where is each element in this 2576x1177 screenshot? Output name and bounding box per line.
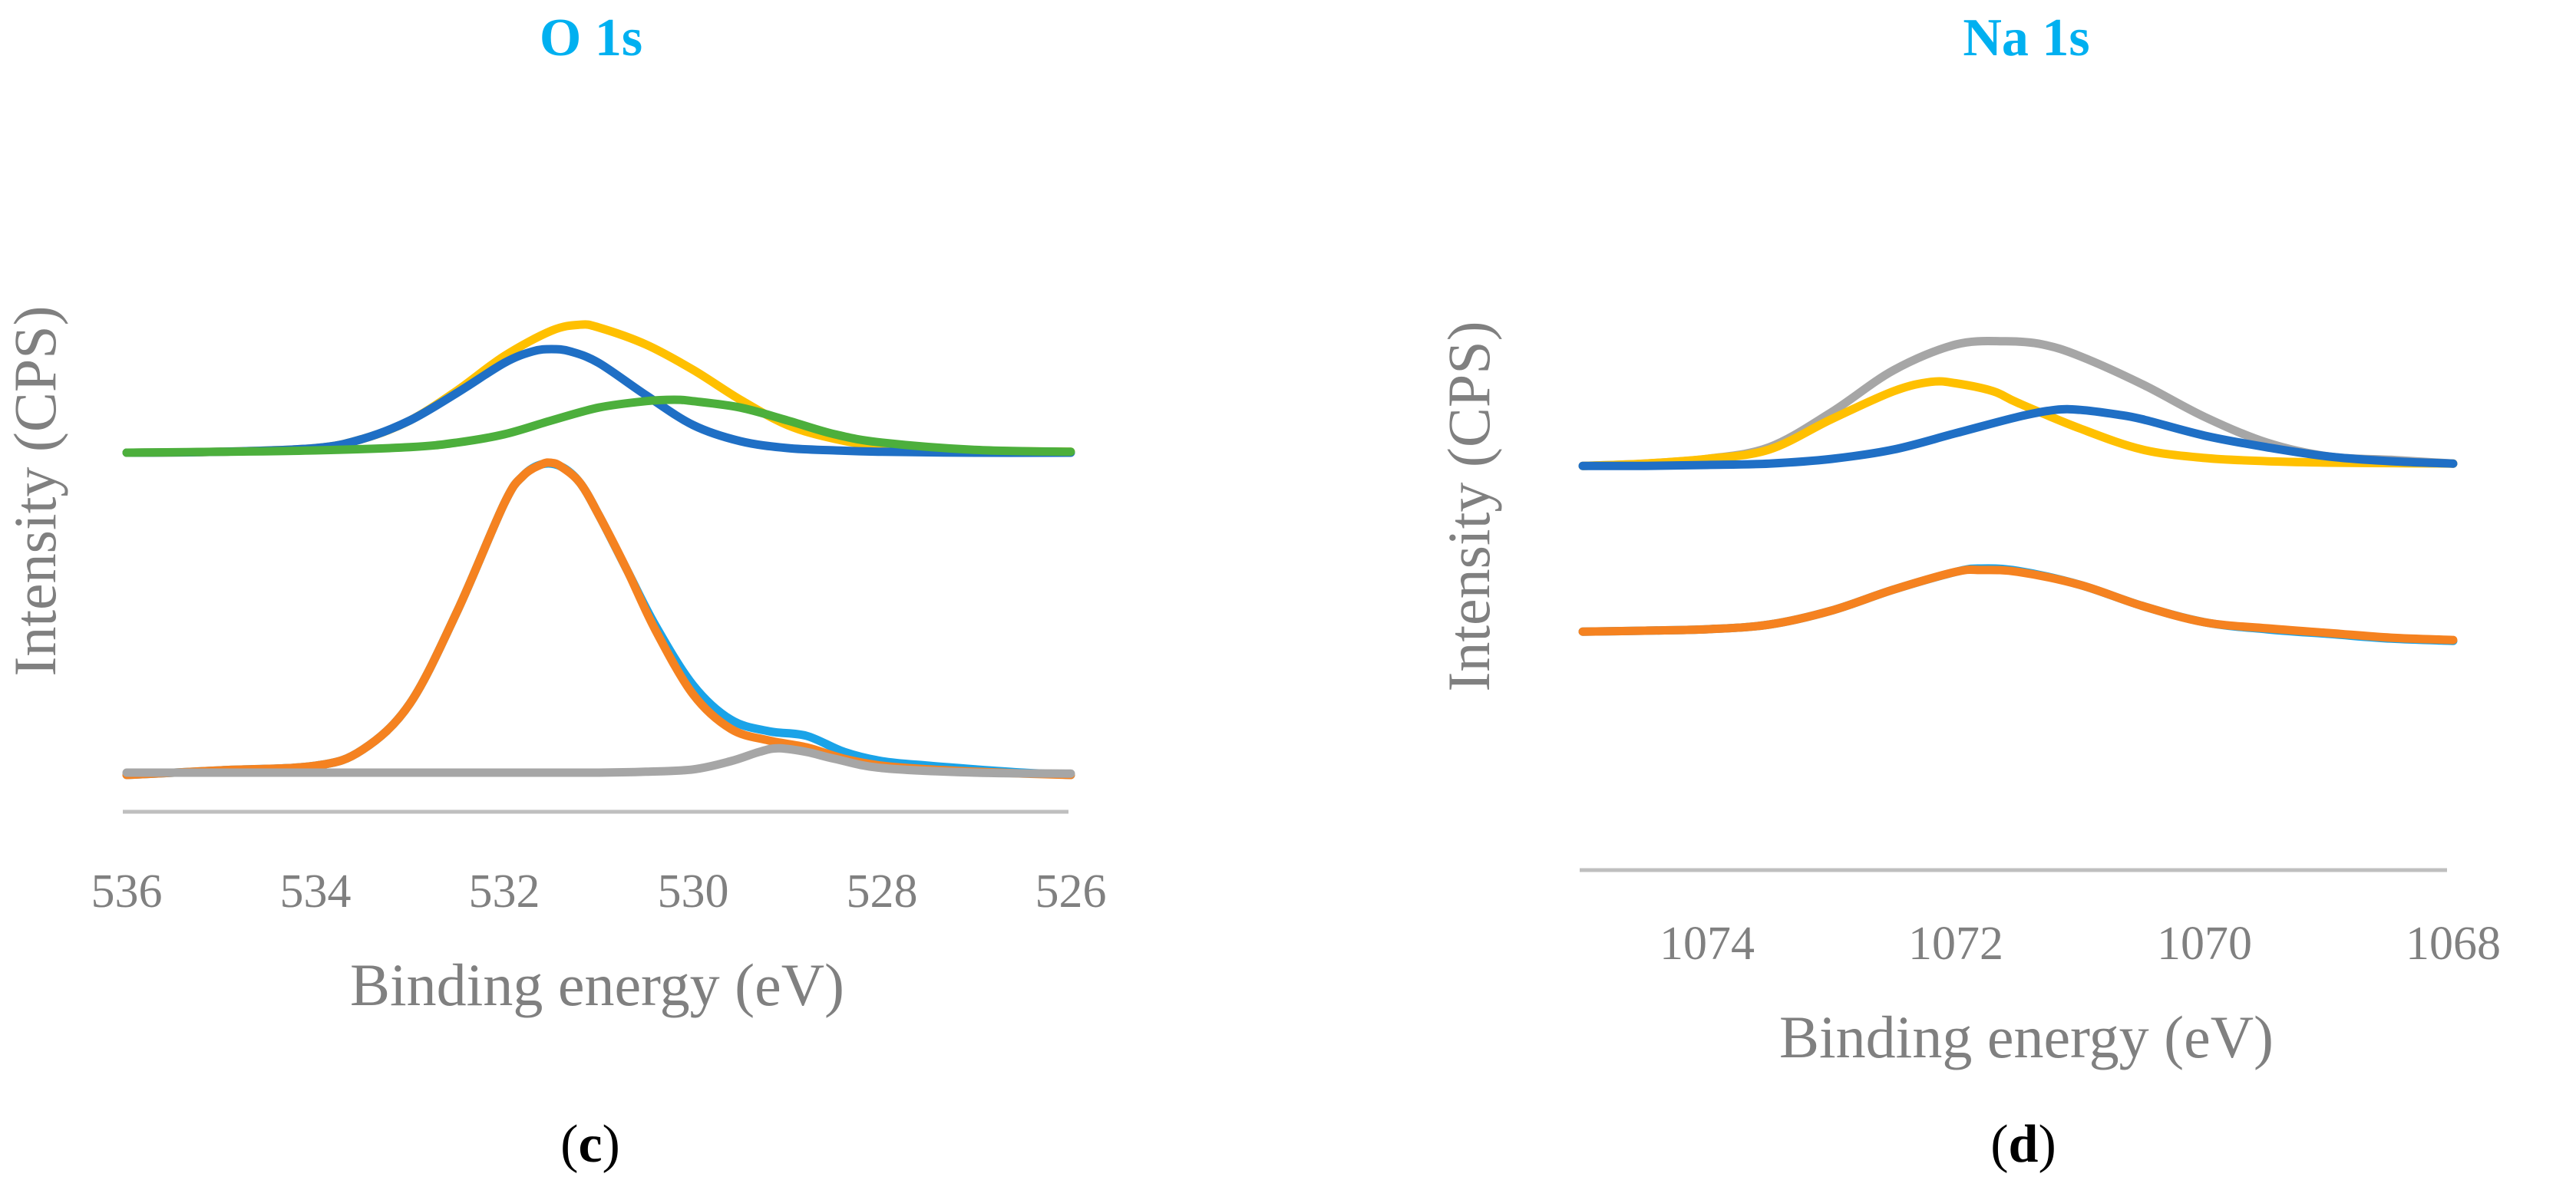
o1s-chart: O 1s Intensity (CPS) 536 534 532 530 528 526 … [2, 8, 1107, 1174]
o1s-x-tick-label: 530 [658, 865, 729, 918]
na1s-x-tick-label: 1068 [2406, 918, 2501, 970]
o1s-x-ticks: 536 534 532 530 528 526 [91, 865, 1107, 918]
na1s-series-upper-peak-1 [1578, 377, 2458, 470]
o1s-x-tick-label: 526 [1035, 865, 1107, 918]
o1s-series-lower-fit [122, 458, 1075, 780]
na1s-x-ticks: 1074 1072 1070 1068 [1660, 918, 2501, 970]
o1s-x-tick-label: 536 [91, 865, 163, 918]
o1s-series-upper-sum [122, 320, 1075, 457]
panel-d-label: (d) [1990, 1115, 2056, 1174]
o1s-chart-title: O 1s [540, 8, 642, 68]
na1s-chart-title: Na 1s [1963, 8, 2089, 68]
na1s-curves [1578, 337, 2458, 645]
o1s-series-upper-peak-1 [122, 345, 1075, 457]
na1s-x-tick-label: 1072 [1908, 918, 2003, 970]
o1s-series-lower-baseline [122, 743, 1075, 778]
na1s-x-tick-label: 1070 [2157, 918, 2252, 970]
na1s-y-axis-label: Intensity (CPS) [1435, 321, 1502, 691]
o1s-x-tick-label: 528 [847, 865, 918, 918]
panel-c-label: (c) [560, 1115, 620, 1174]
o1s-x-tick-label: 532 [469, 865, 540, 918]
na1s-x-axis-label: Binding energy (eV) [1779, 1004, 2274, 1070]
na1s-series-lower-fit [1578, 565, 2458, 645]
na1s-series-upper-peak-2 [1578, 404, 2458, 470]
o1s-curves [122, 320, 1075, 780]
o1s-x-tick-label: 534 [280, 865, 352, 918]
na1s-x-tick-label: 1074 [1660, 918, 1755, 970]
o1s-y-axis-label: Intensity (CPS) [2, 305, 68, 676]
o1s-x-axis-label: Binding energy (eV) [350, 951, 844, 1018]
o1s-series-upper-peak-2 [122, 395, 1075, 457]
na1s-chart: Na 1s Intensity (CPS) 1074 1072 1070 1068 B… [1435, 8, 2501, 1174]
